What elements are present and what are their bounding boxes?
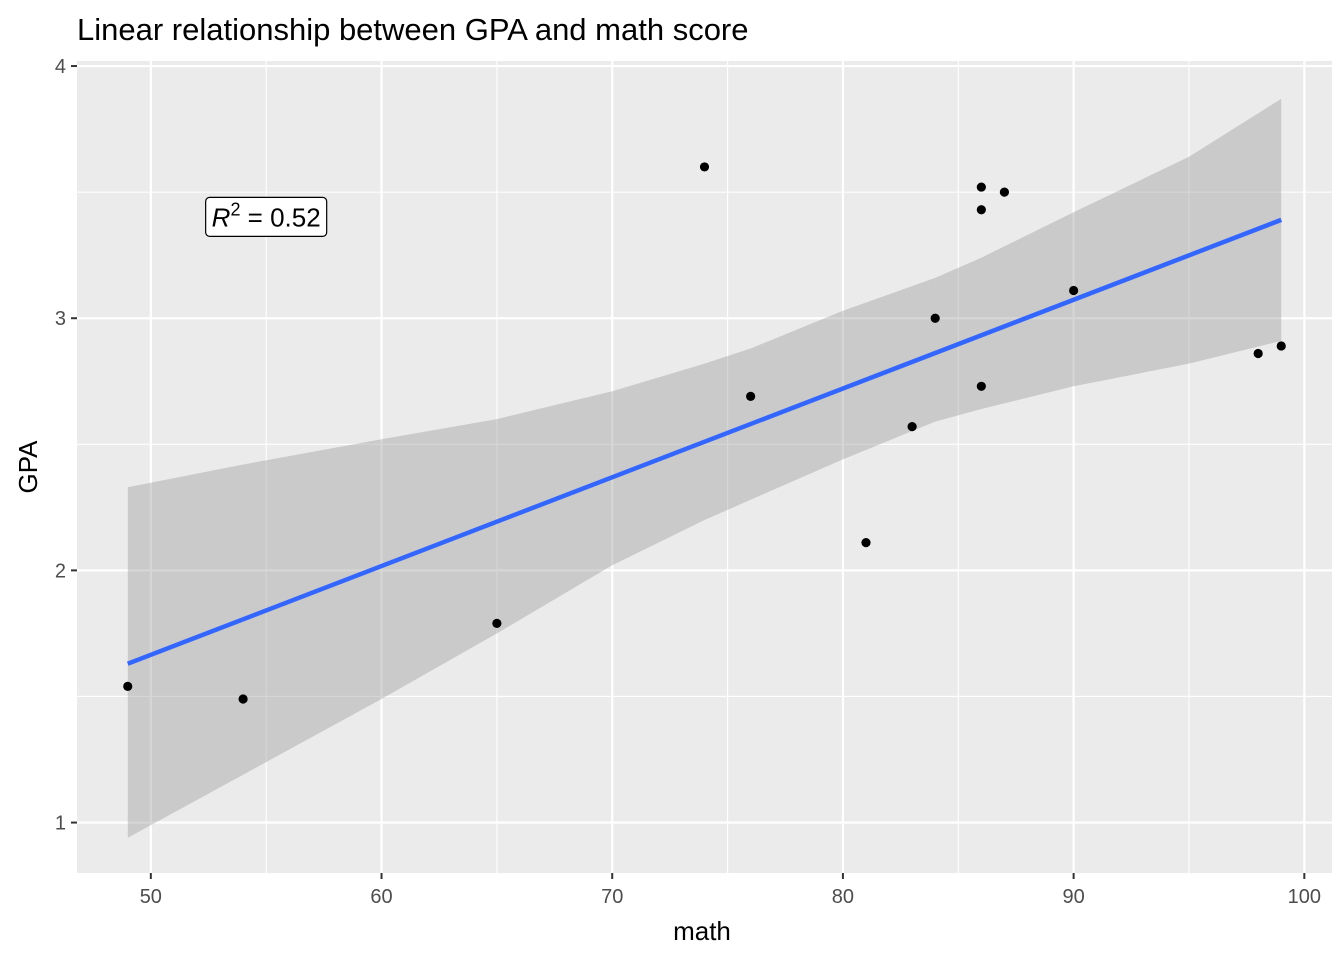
points-layer (123, 162, 1286, 704)
x-tick-label: 70 (601, 886, 623, 908)
x-tick-label: 90 (1062, 886, 1084, 908)
y-axis: 1 2 3 4 (55, 56, 77, 835)
data-point (861, 538, 871, 548)
r-squared-annotation: R2 = 0.52 (205, 196, 328, 237)
x-tick-label: 60 (370, 886, 392, 908)
y-tick-label: 1 (55, 813, 66, 835)
y-tick-label: 3 (55, 308, 66, 330)
data-point (976, 205, 986, 215)
data-point (123, 681, 133, 691)
x-axis-title: math (673, 916, 731, 946)
r-squared-value: = 0.52 (240, 202, 320, 232)
data-point (907, 422, 917, 432)
regression-line (126, 217, 1283, 666)
data-point (999, 187, 1010, 197)
data-point (492, 618, 502, 628)
data-point (699, 162, 710, 172)
data-point (1253, 348, 1263, 359)
data-point (746, 391, 756, 401)
data-point (976, 182, 986, 192)
minor-gridlines (77, 61, 1332, 873)
data-point (976, 381, 986, 391)
r-squared-label: R2 = 0.52 (212, 199, 321, 232)
y-axis-title: GPA (13, 440, 43, 494)
r-squared-symbol: R (212, 202, 231, 232)
x-tick-label: 50 (140, 886, 162, 908)
x-tick-label: 80 (832, 886, 854, 908)
r-squared-superscript: 2 (230, 199, 240, 219)
confidence-band (127, 98, 1282, 838)
confidence-band-layer (127, 98, 1282, 838)
chart-title: Linear relationship between GPA and math… (77, 12, 749, 47)
plot-panel (77, 61, 1332, 873)
x-tick-label: 100 (1288, 886, 1321, 908)
data-point (1276, 341, 1286, 351)
fit-line-layer (126, 217, 1283, 666)
data-point (930, 313, 940, 323)
data-point (238, 694, 248, 704)
data-point (1069, 285, 1079, 296)
y-tick-label: 4 (55, 56, 66, 78)
x-axis: 50 60 70 80 90 100 (140, 873, 1321, 908)
y-tick-label: 2 (55, 560, 66, 582)
major-gridlines (77, 61, 1332, 873)
r-squared-box (205, 196, 328, 237)
